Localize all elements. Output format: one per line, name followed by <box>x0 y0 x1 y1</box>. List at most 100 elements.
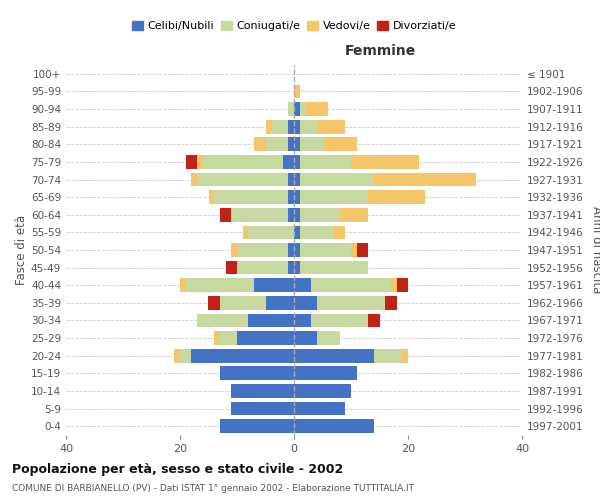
Bar <box>191 172 197 186</box>
Bar <box>209 296 220 310</box>
Bar <box>237 331 294 345</box>
Bar <box>248 314 294 328</box>
Bar <box>368 314 380 328</box>
Bar <box>254 278 294 292</box>
Bar <box>289 120 294 134</box>
Bar <box>351 243 356 257</box>
Bar <box>271 120 289 134</box>
Bar <box>300 190 368 204</box>
Bar <box>300 172 374 186</box>
Bar <box>220 331 237 345</box>
Bar <box>294 84 300 98</box>
Bar <box>294 208 300 222</box>
Bar <box>214 331 220 345</box>
Bar <box>232 208 289 222</box>
Bar <box>294 349 374 362</box>
Y-axis label: Fasce di età: Fasce di età <box>15 215 28 285</box>
Bar <box>203 155 283 169</box>
Bar <box>368 190 425 204</box>
Bar <box>265 138 289 151</box>
Bar <box>294 102 300 116</box>
Legend: Celibi/Nubili, Coniugati/e, Vedovi/e, Divorziati/e: Celibi/Nubili, Coniugati/e, Vedovi/e, Di… <box>130 19 458 34</box>
Bar <box>294 120 300 134</box>
Bar <box>209 190 214 204</box>
Bar <box>294 278 311 292</box>
Bar <box>220 366 294 380</box>
Bar <box>232 402 294 415</box>
Bar <box>356 243 368 257</box>
Bar <box>197 314 248 328</box>
Bar <box>300 120 317 134</box>
Bar <box>283 155 294 169</box>
Bar <box>300 155 351 169</box>
Bar <box>220 420 294 433</box>
Bar <box>232 384 294 398</box>
Bar <box>265 120 271 134</box>
Bar <box>294 420 374 433</box>
Bar <box>265 296 294 310</box>
Bar <box>294 331 317 345</box>
Bar <box>232 243 237 257</box>
Bar <box>237 260 289 274</box>
Bar <box>220 208 232 222</box>
Bar <box>289 243 294 257</box>
Text: Popolazione per età, sesso e stato civile - 2002: Popolazione per età, sesso e stato civil… <box>12 462 343 475</box>
Bar <box>294 155 300 169</box>
Bar <box>289 102 294 116</box>
Bar <box>403 349 408 362</box>
Bar <box>186 278 254 292</box>
Bar <box>294 260 300 274</box>
Y-axis label: Anni di nascita: Anni di nascita <box>590 206 600 294</box>
Bar <box>305 102 328 116</box>
Bar <box>237 243 289 257</box>
Bar <box>374 172 476 186</box>
Bar <box>254 138 265 151</box>
Bar <box>294 296 317 310</box>
Bar <box>175 349 180 362</box>
Bar <box>186 155 197 169</box>
Bar <box>323 138 356 151</box>
Bar <box>243 226 248 239</box>
Bar <box>300 260 368 274</box>
Bar <box>289 208 294 222</box>
Bar <box>294 138 300 151</box>
Bar <box>289 190 294 204</box>
Bar <box>300 102 305 116</box>
Bar <box>294 190 300 204</box>
Bar <box>300 138 323 151</box>
Bar <box>391 278 397 292</box>
Bar <box>226 260 237 274</box>
Bar <box>334 226 346 239</box>
Bar <box>294 243 300 257</box>
Bar <box>289 138 294 151</box>
Bar <box>294 366 356 380</box>
Bar <box>340 208 368 222</box>
Bar <box>180 278 186 292</box>
Bar <box>294 314 311 328</box>
Bar <box>351 155 419 169</box>
Bar <box>311 278 391 292</box>
Bar <box>294 172 300 186</box>
Bar <box>248 226 294 239</box>
Bar <box>289 172 294 186</box>
Bar <box>300 208 340 222</box>
Bar <box>317 296 385 310</box>
Bar <box>220 296 265 310</box>
Text: Femmine: Femmine <box>345 44 416 58</box>
Bar <box>191 349 294 362</box>
Bar <box>214 190 289 204</box>
Bar <box>197 172 289 186</box>
Bar <box>311 314 368 328</box>
Bar <box>317 120 346 134</box>
Bar <box>385 296 397 310</box>
Text: COMUNE DI BARBIANELLO (PV) - Dati ISTAT 1° gennaio 2002 - Elaborazione TUTTITALI: COMUNE DI BARBIANELLO (PV) - Dati ISTAT … <box>12 484 414 493</box>
Bar <box>374 349 403 362</box>
Bar <box>300 226 334 239</box>
Bar <box>317 331 340 345</box>
Bar <box>294 226 300 239</box>
Bar <box>180 349 191 362</box>
Bar <box>397 278 408 292</box>
Bar <box>197 155 203 169</box>
Bar <box>294 384 351 398</box>
Bar <box>289 260 294 274</box>
